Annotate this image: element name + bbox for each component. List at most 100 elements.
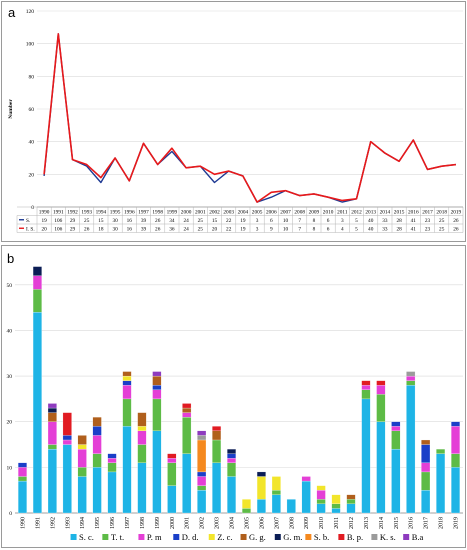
- x-tick-label: 2015: [394, 517, 400, 529]
- bar-segment: [406, 380, 416, 386]
- bar-segment: [77, 476, 87, 514]
- x-tick-label: 1991: [35, 517, 41, 529]
- bar-segment: [62, 435, 72, 441]
- bar-segment: [451, 426, 460, 454]
- legend-label: G. g.: [249, 532, 266, 542]
- table-cell: 3: [256, 227, 259, 233]
- table-cell: 30: [112, 218, 118, 224]
- table-cell: 19: [41, 218, 47, 224]
- y-tick-label: 120: [26, 9, 35, 15]
- table-cell: 26: [453, 227, 459, 233]
- bar-segment: [316, 485, 326, 491]
- table-cell: 106: [54, 218, 62, 224]
- bar-segment: [451, 453, 460, 468]
- y-tick-label: 0: [9, 511, 12, 517]
- legend-swatch: [240, 534, 247, 540]
- bar-segment: [227, 462, 236, 477]
- legend-label: S.: [26, 218, 30, 224]
- bar-segment: [301, 476, 311, 482]
- table-cell: 18: [98, 227, 104, 233]
- bar-segment: [152, 389, 162, 400]
- legend-label: G. m.: [283, 532, 302, 542]
- table-cell: 25: [198, 218, 204, 224]
- table-cell: 106: [54, 227, 62, 233]
- legend-swatch: [70, 534, 77, 540]
- bar-segment: [107, 462, 117, 473]
- x-tick-label: 1995: [95, 517, 101, 529]
- legend-label: P. m: [147, 532, 162, 542]
- legend-swatch: [403, 534, 410, 540]
- x-tick-label: 2009: [304, 517, 310, 529]
- x-tick-label: 2013: [364, 517, 370, 529]
- y-tick-label: 20: [29, 172, 35, 178]
- table-cell: 20: [212, 227, 218, 233]
- bar-segment: [182, 453, 192, 514]
- table-cell: 25: [439, 227, 445, 233]
- bar-segment: [436, 448, 446, 454]
- bar-segment: [137, 444, 147, 463]
- bar-segment: [331, 494, 341, 504]
- table-cell: 28: [396, 227, 402, 233]
- bar-segment: [47, 403, 57, 409]
- table-cell: 26: [155, 227, 161, 233]
- table-cell: 24: [183, 227, 189, 233]
- x-tick-label: 1998: [152, 210, 163, 216]
- bar-segment: [92, 467, 102, 514]
- table-cell: 22: [226, 227, 232, 233]
- bar-segment: [227, 476, 236, 514]
- x-tick-label: 2002: [209, 210, 220, 216]
- table-cell: 40: [368, 227, 374, 233]
- x-tick-label: 2017: [424, 517, 430, 529]
- y-tick-label: 30: [7, 374, 13, 380]
- bar-segment: [62, 439, 72, 445]
- table-cell: 25: [439, 218, 445, 224]
- x-tick-label: 1993: [81, 210, 92, 216]
- bar-segment: [242, 508, 251, 514]
- legend-swatch: [173, 534, 180, 540]
- table-cell: 7: [298, 218, 301, 224]
- legend-label: I. S.: [26, 227, 35, 233]
- bar-segment: [406, 375, 416, 381]
- x-tick-label: 1997: [125, 517, 131, 529]
- bar-segment: [167, 485, 177, 514]
- table-cell: 6: [327, 218, 330, 224]
- bar-segment: [212, 439, 222, 463]
- table-cell: 7: [298, 227, 301, 233]
- bar-segment: [62, 444, 72, 514]
- bar-segment: [197, 490, 207, 514]
- legend-label: B. p.: [347, 532, 363, 542]
- bar-segment: [137, 430, 147, 445]
- table-cell: 22: [226, 218, 232, 224]
- bar-segment: [197, 439, 207, 473]
- bar-segment: [47, 444, 57, 450]
- table-cell: 5: [355, 218, 358, 224]
- bar-segment: [361, 389, 371, 400]
- y-axis-title: Number: [8, 99, 14, 119]
- x-tick-label: 1993: [65, 517, 71, 529]
- table-cell: 30: [112, 227, 118, 233]
- bar-segment: [122, 426, 132, 514]
- bar-segment: [212, 462, 222, 514]
- bar-segment: [376, 421, 386, 514]
- bar-segment: [107, 458, 117, 463]
- bar-segment: [182, 407, 192, 413]
- x-tick-label: 2013: [365, 210, 376, 216]
- bar-segment: [32, 312, 42, 514]
- table-cell: 24: [183, 218, 189, 224]
- legend-swatch: [102, 534, 109, 540]
- x-tick-label: 1996: [124, 210, 135, 216]
- x-tick-label: 2007: [274, 517, 280, 529]
- bar-segment: [256, 471, 266, 477]
- table-cell: 39: [141, 218, 147, 224]
- bar-segment: [271, 476, 281, 491]
- bar-segment: [227, 458, 236, 463]
- bar-segment: [346, 503, 356, 514]
- x-tick-label: 2005: [252, 210, 263, 216]
- bar-segment: [391, 426, 401, 431]
- table-cell: 19: [240, 218, 246, 224]
- bar-segment: [421, 439, 431, 445]
- x-tick-label: 2001: [195, 210, 206, 216]
- y-tick-label: 10: [7, 465, 13, 471]
